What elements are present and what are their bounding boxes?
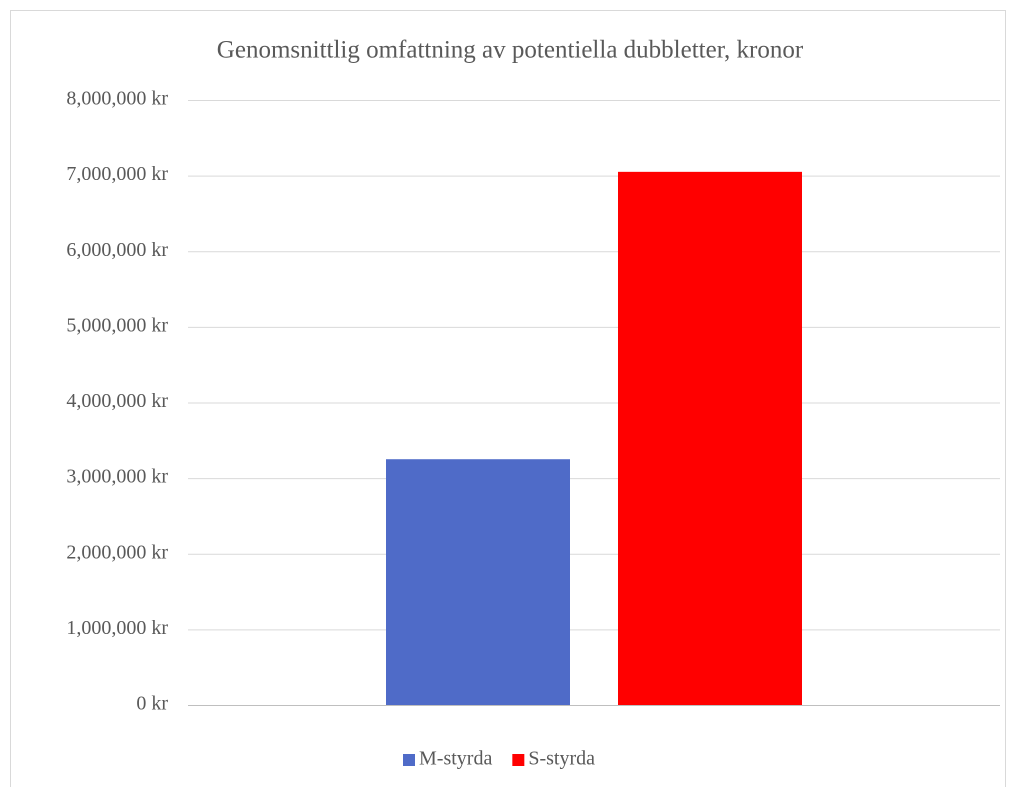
y-tick-label: 7,000,000 kr bbox=[66, 163, 168, 185]
legend-label: S-styrda bbox=[528, 748, 595, 770]
y-tick-label: 4,000,000 kr bbox=[66, 390, 168, 412]
y-tick-label: 8,000,000 kr bbox=[66, 88, 168, 110]
bar bbox=[386, 459, 570, 705]
legend-label: M-styrda bbox=[419, 748, 492, 770]
legend-swatch bbox=[403, 754, 415, 766]
y-tick-label: 5,000,000 kr bbox=[66, 314, 168, 336]
y-tick-label: 0 kr bbox=[136, 693, 168, 715]
y-tick-label: 3,000,000 kr bbox=[66, 466, 168, 488]
legend-swatch bbox=[512, 754, 525, 766]
bar bbox=[618, 171, 802, 705]
y-tick-label: 2,000,000 kr bbox=[66, 541, 168, 563]
y-tick-label: 1,000,000 kr bbox=[66, 617, 168, 639]
chart-title: Genomsnittlig omfattning av potentiella … bbox=[217, 37, 804, 64]
y-tick-label: 6,000,000 kr bbox=[66, 239, 168, 261]
